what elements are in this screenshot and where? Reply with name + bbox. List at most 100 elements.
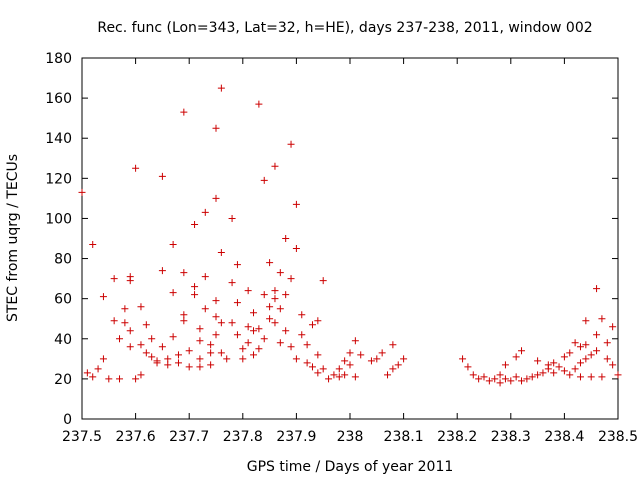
data-point xyxy=(213,195,220,202)
data-point xyxy=(293,355,300,362)
data-point xyxy=(143,349,150,356)
data-point xyxy=(513,373,520,380)
axis-ticks: 237.5237.6237.7237.8237.9238238.1238.223… xyxy=(45,51,638,445)
data-point xyxy=(325,375,332,382)
data-point xyxy=(314,351,321,358)
data-point xyxy=(304,341,311,348)
data-point xyxy=(255,101,262,108)
data-point xyxy=(288,141,295,148)
data-point xyxy=(196,337,203,344)
x-tick-label: 237.5 xyxy=(62,429,102,445)
data-point xyxy=(261,177,268,184)
data-point xyxy=(191,291,198,298)
data-point xyxy=(395,361,402,368)
data-point xyxy=(250,351,257,358)
data-point xyxy=(196,363,203,370)
data-point xyxy=(464,363,471,370)
data-point xyxy=(245,323,252,330)
data-point xyxy=(389,341,396,348)
data-point xyxy=(170,241,177,248)
data-point xyxy=(180,317,187,324)
data-point xyxy=(180,269,187,276)
data-point xyxy=(271,287,278,294)
y-tick-label: 60 xyxy=(54,292,72,308)
data-point xyxy=(598,373,605,380)
data-point xyxy=(207,349,214,356)
y-tick-label: 0 xyxy=(63,412,72,428)
data-point xyxy=(196,325,203,332)
data-point xyxy=(266,315,273,322)
data-point xyxy=(89,373,96,380)
data-point xyxy=(239,345,246,352)
data-point xyxy=(588,351,595,358)
data-point xyxy=(336,365,343,372)
data-point xyxy=(234,331,241,338)
data-point xyxy=(518,347,525,354)
data-point xyxy=(282,327,289,334)
data-point xyxy=(577,359,584,366)
chart-title: Rec. func (Lon=343, Lat=32, h=HE), days … xyxy=(97,20,592,36)
y-tick-label: 100 xyxy=(45,211,72,227)
data-point xyxy=(293,245,300,252)
data-point xyxy=(159,173,166,180)
data-point xyxy=(229,215,236,222)
data-point xyxy=(148,353,155,360)
data-point xyxy=(389,365,396,372)
data-point xyxy=(234,299,241,306)
data-point xyxy=(229,279,236,286)
data-point xyxy=(239,355,246,362)
data-point xyxy=(266,259,273,266)
data-point xyxy=(234,261,241,268)
data-point xyxy=(137,341,144,348)
data-point xyxy=(513,353,520,360)
data-point xyxy=(245,287,252,294)
data-point xyxy=(175,359,182,366)
data-point xyxy=(218,85,225,92)
data-point xyxy=(175,351,182,358)
data-point xyxy=(320,277,327,284)
data-point xyxy=(582,317,589,324)
data-point xyxy=(127,343,134,350)
data-point xyxy=(191,283,198,290)
data-point xyxy=(143,321,150,328)
data-point xyxy=(304,359,311,366)
data-point xyxy=(213,297,220,304)
data-point xyxy=(159,343,166,350)
data-point xyxy=(127,277,134,284)
x-tick-label: 237.8 xyxy=(223,429,263,445)
data-point xyxy=(111,275,118,282)
data-point xyxy=(111,317,118,324)
data-point xyxy=(314,369,321,376)
data-point xyxy=(502,361,509,368)
data-point xyxy=(207,341,214,348)
data-point xyxy=(218,249,225,256)
data-point xyxy=(191,221,198,228)
data-point xyxy=(572,339,579,346)
data-point xyxy=(213,125,220,132)
data-point xyxy=(384,371,391,378)
data-point xyxy=(213,331,220,338)
data-point xyxy=(347,361,354,368)
x-tick-label: 238.1 xyxy=(384,429,424,445)
x-axis-label: GPS time / Days of year 2011 xyxy=(247,459,454,475)
data-point xyxy=(561,367,568,374)
data-point xyxy=(593,331,600,338)
data-point xyxy=(577,373,584,380)
x-tick-label: 238.5 xyxy=(598,429,638,445)
data-point xyxy=(288,343,295,350)
data-point xyxy=(582,355,589,362)
data-point xyxy=(271,319,278,326)
data-point xyxy=(277,305,284,312)
x-tick-label: 237.9 xyxy=(276,429,316,445)
data-point xyxy=(180,311,187,318)
x-tick-label: 238.3 xyxy=(491,429,531,445)
data-point xyxy=(261,335,268,342)
data-point xyxy=(298,311,305,318)
data-point xyxy=(271,163,278,170)
data-point xyxy=(229,319,236,326)
data-point xyxy=(288,275,295,282)
data-point xyxy=(357,351,364,358)
data-point xyxy=(604,339,611,346)
data-point xyxy=(572,365,579,372)
